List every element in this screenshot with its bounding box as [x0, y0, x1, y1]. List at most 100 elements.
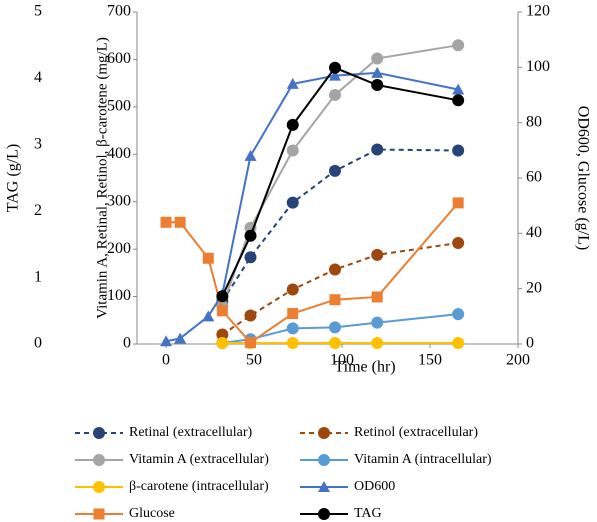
legend-marker: [318, 481, 330, 492]
y-axis-label: Vitamin A, Retinal, Retinol, β-carotene …: [94, 37, 110, 319]
legend-marker: [318, 454, 330, 466]
legend-marker: [93, 454, 105, 466]
marker: [244, 229, 257, 242]
marker: [329, 294, 341, 306]
x-tick-label: 100: [330, 352, 354, 369]
y2-tick-label: 100: [526, 58, 550, 75]
legend-label: Retinal (extracellular): [129, 425, 253, 440]
x-tick-label: 200: [506, 352, 530, 369]
series-line: [221, 148, 459, 302]
y-tick-label: 500: [107, 98, 131, 115]
marker: [245, 337, 257, 349]
legend-entry: Glucose: [75, 506, 175, 521]
marker: [328, 89, 341, 101]
y-tick-label: 400: [107, 145, 131, 162]
legend-label: β-carotene (intracellular): [129, 479, 269, 494]
marker: [202, 310, 215, 322]
y-tick-label: 100: [107, 287, 131, 304]
y2-tick-label: 120: [526, 3, 550, 20]
marker: [452, 197, 464, 209]
legend-label: Retinol (extracellular): [354, 425, 478, 440]
y2-tick-label: 20: [526, 279, 542, 296]
marker: [286, 322, 299, 335]
marker: [328, 69, 341, 81]
series-line: [165, 71, 459, 343]
marker: [160, 216, 172, 228]
y-tick-label: 200: [107, 240, 131, 257]
marker: [371, 248, 384, 261]
legend-entry: Retinal (extracellular): [75, 425, 253, 440]
series-line: [221, 241, 459, 336]
legend-marker: [93, 481, 105, 493]
marker: [452, 308, 465, 321]
marker: [328, 61, 341, 74]
y-tick-label: 700: [107, 3, 131, 20]
marker: [371, 291, 383, 303]
marker: [371, 52, 384, 65]
legend-entry: Vitamin A (intracellular): [300, 452, 492, 467]
marker: [286, 337, 299, 350]
series-line: [166, 202, 459, 344]
legend-marker: [318, 427, 330, 439]
marker: [160, 335, 173, 347]
marker: [286, 283, 299, 296]
x-tick-label: 50: [246, 352, 262, 369]
legend-label: Vitamin A (intracellular): [354, 452, 492, 467]
y-tick-label: 300: [107, 192, 131, 209]
marker: [371, 143, 384, 156]
y2-tick-label: 60: [526, 169, 542, 186]
legend-label: TAG: [354, 506, 382, 521]
marker: [244, 251, 257, 264]
legend-entry: TAG: [300, 506, 382, 521]
marker: [202, 252, 214, 264]
marker: [371, 337, 384, 350]
marker: [216, 305, 228, 317]
y2-tick-label: 40: [526, 224, 542, 241]
legend-marker: [93, 508, 105, 520]
marker: [286, 196, 299, 209]
legend-label: Vitamin A (extracellular): [129, 452, 269, 467]
marker: [328, 263, 341, 276]
series-line: [221, 66, 459, 297]
x-tick-label: 0: [162, 352, 170, 369]
marker: [216, 290, 229, 303]
marker: [452, 337, 465, 350]
marker: [286, 144, 299, 157]
marker: [286, 118, 299, 131]
y3-tick-label: 1: [34, 268, 42, 285]
marker: [328, 321, 341, 334]
marker: [244, 149, 257, 161]
legend-entry: Retinol (extracellular): [300, 425, 478, 440]
marker: [244, 309, 257, 322]
marker: [286, 77, 299, 89]
y2-tick-label: 80: [526, 113, 542, 130]
marker: [371, 66, 384, 78]
marker: [216, 328, 229, 341]
y2-axis-label: OD600, Glucose (g/L): [574, 106, 591, 250]
y3-tick-label: 2: [34, 202, 42, 219]
y2-tick-label: 0: [526, 335, 534, 352]
legend-label: OD600: [354, 479, 395, 494]
y3-tick-label: 4: [34, 69, 42, 86]
y3-axis-label: TAG (g/L): [5, 144, 22, 212]
marker: [452, 236, 465, 249]
x-tick-label: 150: [418, 352, 442, 369]
x-axis-label: Time (hr): [334, 359, 395, 376]
marker: [174, 332, 187, 344]
marker: [452, 94, 465, 107]
marker: [452, 39, 465, 52]
marker: [328, 164, 341, 177]
legend-marker: [93, 427, 105, 439]
legend-entry: Vitamin A (extracellular): [75, 452, 269, 467]
legend-marker: [318, 508, 330, 520]
y3-tick-label: 5: [34, 3, 42, 20]
series-line: [221, 44, 459, 307]
marker: [371, 316, 384, 329]
y-tick-label: 600: [107, 50, 131, 67]
marker: [371, 79, 384, 92]
legend-entry: OD600: [300, 479, 395, 494]
y3-tick-label: 0: [34, 335, 42, 352]
legend-entry: β-carotene (intracellular): [75, 479, 269, 494]
y-tick-label: 0: [123, 335, 131, 352]
